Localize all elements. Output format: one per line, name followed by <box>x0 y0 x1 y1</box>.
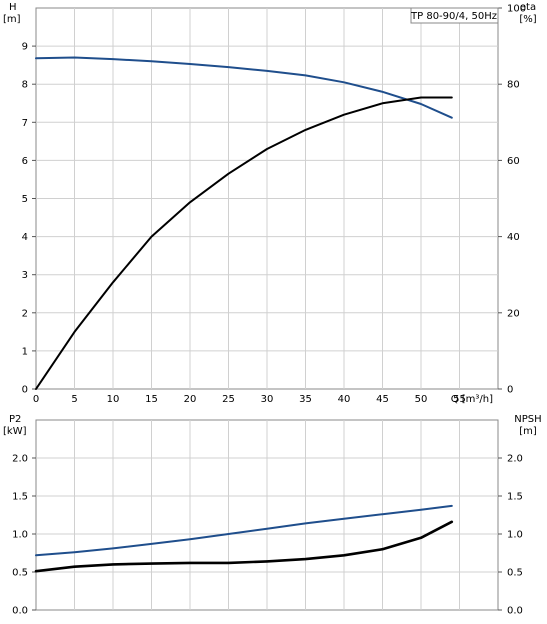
right-tick-label: 20 <box>507 308 520 319</box>
right-tick-label: 0 <box>507 385 513 396</box>
left-tick-label: 2.0 <box>12 454 28 465</box>
right-tick-label: 80 <box>507 80 520 91</box>
x-axis-label: Q [m³/h] <box>451 394 493 405</box>
right-axis-label: NPSH <box>514 414 541 425</box>
x-tick-label: 15 <box>145 394 158 405</box>
right-tick-label: 40 <box>507 232 520 243</box>
left-tick-label: 8 <box>22 80 28 91</box>
x-tick-label: 50 <box>415 394 428 405</box>
x-tick-label: 0 <box>33 394 39 405</box>
left-tick-label: 2 <box>22 308 28 319</box>
left-axis-unit: [m] <box>3 14 21 25</box>
right-tick-label: 1.0 <box>507 530 523 541</box>
x-tick-label: 20 <box>184 394 197 405</box>
x-tick-label: 35 <box>299 394 312 405</box>
x-tick-label: 10 <box>107 394 120 405</box>
x-tick-label: 45 <box>376 394 389 405</box>
left-tick-label: 7 <box>22 118 28 129</box>
right-tick-label: 2.0 <box>507 454 523 465</box>
left-tick-label: 1.5 <box>12 492 28 503</box>
right-tick-label: 0.0 <box>507 606 523 617</box>
left-tick-label: 0 <box>22 385 28 396</box>
left-axis-unit: [kW] <box>3 426 27 437</box>
right-axis-label: eta <box>520 2 536 13</box>
left-tick-label: 6 <box>22 156 28 167</box>
left-tick-label: 9 <box>22 42 28 53</box>
right-tick-label: 100 <box>507 4 526 15</box>
x-tick-label: 5 <box>71 394 77 405</box>
left-tick-label: 0.0 <box>12 606 28 617</box>
series-line-0-0 <box>35 56 453 119</box>
chart-title: TP 80-90/4, 50Hz <box>410 11 497 22</box>
series-line-1-0 <box>35 504 453 557</box>
right-tick-label: 1.5 <box>507 492 523 503</box>
left-tick-label: 1.0 <box>12 530 28 541</box>
right-axis-unit: [%] <box>519 14 536 25</box>
right-axis-unit: [m] <box>519 426 537 437</box>
x-tick-label: 30 <box>261 394 274 405</box>
left-tick-label: 0.5 <box>12 568 28 579</box>
left-axis-label: H <box>9 2 17 13</box>
series-line-0-1 <box>35 96 453 390</box>
left-tick-label: 1 <box>22 346 28 357</box>
x-tick-label: 55 <box>453 394 466 405</box>
right-tick-label: 0.5 <box>507 568 523 579</box>
left-axis-label: P2 <box>9 414 21 425</box>
left-tick-label: 4 <box>22 232 28 243</box>
left-tick-label: 5 <box>22 194 28 205</box>
left-tick-label: 3 <box>22 270 28 281</box>
right-tick-label: 60 <box>507 156 520 167</box>
x-tick-label: 25 <box>222 394 235 405</box>
x-tick-label: 40 <box>338 394 351 405</box>
series-line-1-1 <box>34 520 454 573</box>
title-box <box>410 7 499 24</box>
